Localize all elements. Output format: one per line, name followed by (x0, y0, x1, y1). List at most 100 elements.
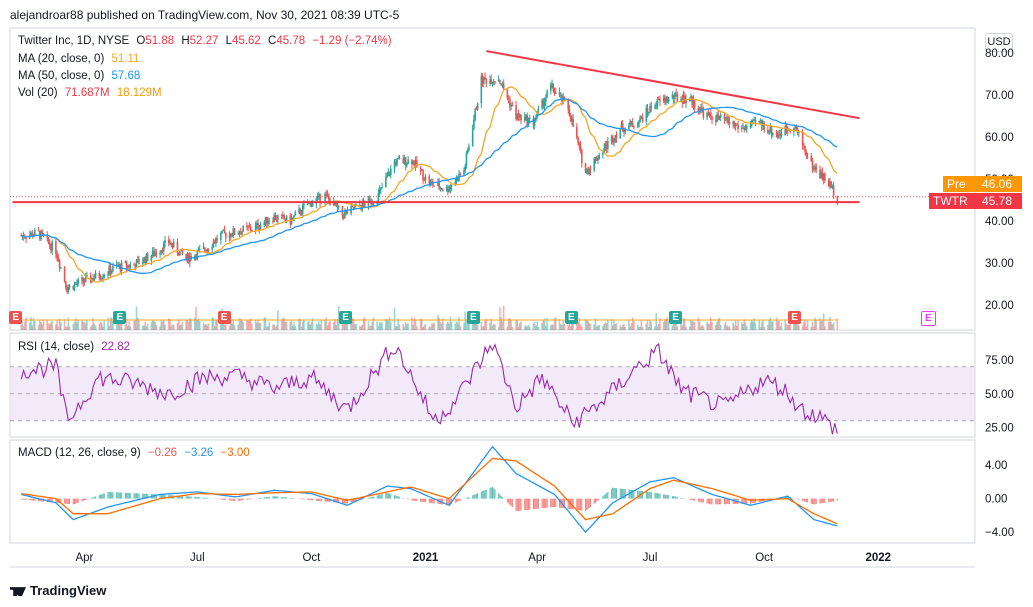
volume-bar (309, 324, 311, 330)
candle-body (311, 203, 314, 207)
candle-body (647, 112, 650, 114)
candle-body (697, 107, 700, 112)
volume-bar (220, 319, 222, 330)
volume-bar (318, 321, 320, 330)
candle-body (58, 261, 61, 268)
candle-body (553, 90, 556, 94)
volume-bar (196, 319, 199, 330)
volume-bar (215, 319, 217, 330)
volume-bar (203, 324, 206, 330)
volume-bar (439, 321, 442, 330)
volume-bar (726, 325, 728, 330)
candle-body (700, 107, 702, 111)
volume-bar (160, 319, 163, 330)
candle-body (500, 83, 502, 86)
volume-bar (489, 322, 491, 330)
volume-bar (589, 323, 592, 330)
candle-body (636, 126, 639, 128)
earnings-marker[interactable]: E (466, 311, 480, 324)
candle-body (404, 157, 407, 166)
ma50-legend: MA (50, close, 0) 57.68 (18, 70, 144, 82)
candle-body (602, 152, 604, 155)
earnings-marker[interactable]: E (920, 311, 936, 326)
low-label: L (225, 35, 233, 47)
volume-bar (788, 325, 790, 330)
volume-bar (38, 320, 41, 330)
volume-bar (785, 323, 788, 330)
volume-bar (153, 320, 155, 330)
volume-bar (578, 318, 581, 330)
earnings-marker[interactable]: E (339, 311, 353, 324)
volume-bar (109, 317, 112, 330)
volume-bar (745, 326, 748, 330)
candle-body (656, 98, 659, 106)
volume-bar (676, 326, 679, 330)
volume-bar (437, 314, 439, 330)
candle-body (228, 233, 231, 239)
volume-bar (202, 322, 205, 330)
candle-body (60, 267, 62, 269)
earnings-marker[interactable]: E (113, 311, 127, 324)
volume-bar (793, 318, 795, 330)
volume-bar (667, 321, 670, 330)
candle-body (221, 230, 223, 234)
volume-bar (422, 326, 424, 330)
change-value: −1.29 (−2.74%) (312, 35, 392, 47)
volume-bar (595, 326, 598, 330)
candle-body (259, 225, 262, 230)
volume-bar (380, 322, 382, 330)
tradingview-logo[interactable]: TradingView (10, 583, 106, 598)
volume-bar (164, 324, 166, 330)
volume-bar (22, 326, 25, 330)
volume-bar (666, 317, 669, 330)
volume-bar (371, 322, 373, 330)
currency-button[interactable]: USD (985, 33, 1013, 52)
earnings-marker[interactable]: E (669, 311, 683, 324)
volume-bar (804, 319, 806, 330)
earnings-marker[interactable]: E (217, 311, 231, 324)
candle-body (238, 232, 241, 234)
candle-body (827, 180, 830, 186)
volume-bar (723, 324, 726, 330)
volume-bar (664, 319, 666, 330)
main-legend: Twitter Inc, 1D, NYSE O51.88 H52.27 L45.… (18, 35, 396, 47)
candle-body (197, 249, 200, 251)
earnings-marker[interactable]: E (788, 311, 802, 324)
volume-bar (727, 326, 729, 330)
candle-body (171, 243, 174, 247)
volume-bar (335, 324, 338, 330)
macd-label: MACD (12, 26, close, 9) (18, 447, 141, 459)
volume-bar (697, 317, 700, 330)
ma50-value: 57.68 (111, 70, 141, 82)
rsi-value: 22.82 (101, 341, 131, 353)
candle-body (411, 159, 413, 165)
candle-body (716, 114, 718, 123)
volume-bar (198, 321, 201, 330)
volume-bar (537, 326, 540, 330)
volume-bar (822, 313, 825, 330)
volume-bar (445, 323, 448, 330)
volume-bar (233, 325, 236, 330)
volume-bar (613, 319, 615, 330)
volume-bar (603, 324, 605, 330)
candle-body (607, 140, 609, 149)
volume-bar (424, 323, 427, 330)
volume-bar (187, 321, 190, 330)
candle-body (109, 266, 112, 274)
earnings-marker[interactable]: E (564, 311, 578, 324)
candle-body (74, 283, 77, 285)
low-value: 45.62 (232, 35, 261, 47)
candle-body (485, 78, 488, 84)
candle-body (542, 99, 545, 107)
candle-body (306, 204, 309, 206)
volume-bar (124, 324, 127, 330)
candle-body (187, 253, 190, 263)
earnings-marker[interactable]: E (9, 311, 23, 324)
volume-bar (744, 322, 747, 330)
volume-bar (549, 325, 552, 330)
candle-body (144, 257, 146, 264)
volume-bar (535, 326, 537, 330)
candle-body (543, 101, 546, 107)
candle-body (465, 153, 468, 166)
